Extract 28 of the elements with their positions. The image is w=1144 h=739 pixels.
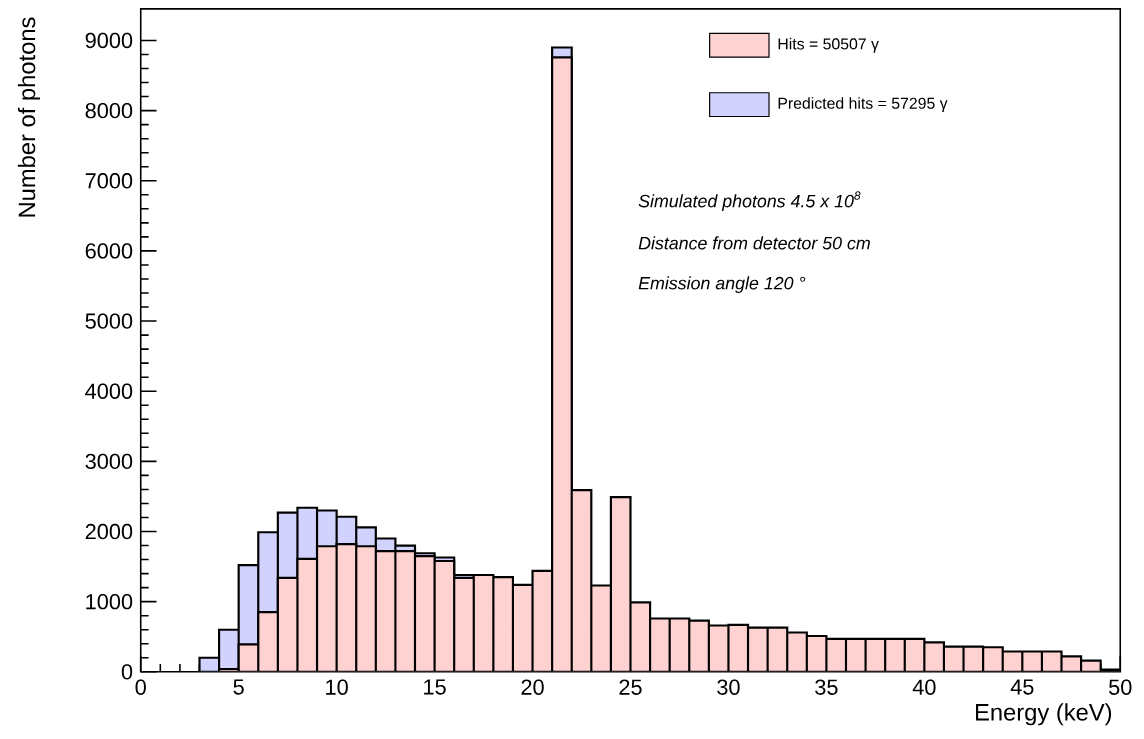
x-axis-title: Energy (keV) [975,703,1112,726]
y-tick-label: 0 [121,664,133,680]
y-axis-title: Number of photons [17,17,41,217]
x-tick-label: 0 [135,679,146,695]
y-tick-label: 1000 [86,593,133,610]
y-tick-label: 3000 [85,453,133,470]
x-tick-label: 50 [1109,679,1132,695]
legend-label: Predicted hits = 57295 γ [778,97,948,112]
y-tick-label: 6000 [85,243,133,259]
y-tick-label: 2000 [85,523,133,540]
y-tick-label: 4000 [85,383,133,399]
x-tick-label: 30 [717,679,740,695]
legend-label: Hits = 50507 γ [778,37,879,53]
x-tick-label: 5 [233,679,244,695]
y-tick-label: 9000 [85,32,133,49]
x-tick-label: 20 [521,679,544,695]
x-tick-label: 15 [424,679,446,695]
annotation: Simulated photons 4.5 x 10$^{8}$ [638,191,861,211]
y-tick-label: 7000 [85,173,133,189]
x-tick-label: 35 [815,679,838,695]
x-tick-label: 10 [326,679,348,695]
y-tick-label: 5000 [85,313,133,329]
x-tick-label: 40 [912,679,936,695]
x-tick-label: 25 [619,679,642,695]
y-tick-label: 8000 [85,102,133,119]
x-tick-label: 45 [1010,679,1034,695]
annotation: Distance from detector 50 cm [638,236,870,250]
annotation: Emission angle 120 ° [638,276,806,293]
